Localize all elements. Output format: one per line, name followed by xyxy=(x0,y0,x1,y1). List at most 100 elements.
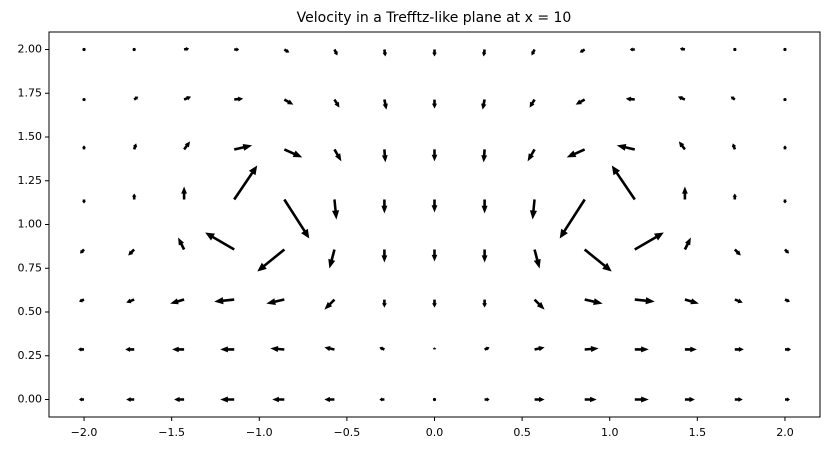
arrow xyxy=(533,298,545,310)
arrow xyxy=(324,298,336,310)
arrow xyxy=(629,47,635,52)
arrow xyxy=(783,97,787,102)
arrow xyxy=(484,397,490,402)
arrow xyxy=(257,248,286,272)
arrow xyxy=(783,47,787,52)
arrow xyxy=(481,99,487,110)
arrow xyxy=(734,397,743,402)
arrow xyxy=(379,346,385,351)
arrow xyxy=(333,48,338,56)
arrow xyxy=(679,47,686,52)
arrow xyxy=(583,248,612,272)
arrow xyxy=(527,148,536,162)
arrow xyxy=(683,237,691,251)
arrow xyxy=(566,148,586,158)
y-tick-label: 0.25 xyxy=(18,349,43,362)
y-tick-label: 1.50 xyxy=(18,130,43,143)
arrow xyxy=(172,346,185,353)
arrow xyxy=(482,299,487,308)
y-tick-label: 0.50 xyxy=(18,305,43,318)
arrow xyxy=(734,298,743,304)
arrow xyxy=(784,248,789,254)
arrow xyxy=(534,346,545,352)
arrow xyxy=(324,346,335,352)
arrow xyxy=(174,396,185,403)
arrow xyxy=(170,298,185,305)
arrow xyxy=(785,347,791,352)
arrow xyxy=(78,347,84,352)
x-tick-label: 0.0 xyxy=(426,426,444,439)
arrow xyxy=(481,199,488,214)
arrow xyxy=(283,198,310,239)
arrow xyxy=(379,397,385,402)
arrow xyxy=(733,248,741,256)
x-tick-label: 1.5 xyxy=(689,426,707,439)
arrow xyxy=(785,397,790,402)
arrow xyxy=(584,298,603,305)
arrow xyxy=(730,96,736,101)
y-tick-label: 1.00 xyxy=(18,218,43,231)
chart-title: Velocity in a Trefftz-like plane at x = … xyxy=(297,10,572,26)
arrow xyxy=(529,98,536,108)
arrow xyxy=(283,148,303,158)
arrow xyxy=(205,232,235,251)
arrow xyxy=(734,346,744,352)
arrow xyxy=(183,141,191,151)
arrow xyxy=(126,298,135,304)
arrow xyxy=(634,346,649,353)
x-tick-label: 1.0 xyxy=(601,426,619,439)
plot-frame xyxy=(48,31,821,418)
arrow xyxy=(220,346,235,353)
arrow xyxy=(333,98,340,108)
arrow xyxy=(266,298,285,305)
y-tick-label: 2.00 xyxy=(18,43,43,56)
x-tick-label: −2.0 xyxy=(71,426,98,439)
arrow xyxy=(625,96,635,102)
arrow xyxy=(214,297,235,305)
arrow xyxy=(634,232,664,251)
arrow xyxy=(125,346,135,352)
arrow xyxy=(783,199,787,204)
arrow xyxy=(432,49,437,57)
arrow xyxy=(534,396,545,403)
arrow xyxy=(233,165,258,201)
arrow xyxy=(332,199,340,220)
arrow xyxy=(431,249,438,262)
arrow xyxy=(333,148,342,162)
arrow xyxy=(559,198,586,239)
arrow xyxy=(270,346,285,352)
arrow xyxy=(183,47,190,52)
y-tick-label: 1.75 xyxy=(18,86,43,99)
arrow xyxy=(634,396,649,403)
arrow xyxy=(731,143,737,150)
arrow xyxy=(328,249,336,269)
arrow xyxy=(234,47,240,52)
y-tick-label: 1.25 xyxy=(18,174,43,187)
arrow xyxy=(533,249,541,269)
arrow xyxy=(677,96,686,101)
arrow xyxy=(579,48,586,53)
arrow xyxy=(381,249,388,263)
x-tick-label: −1.5 xyxy=(158,426,185,439)
arrow xyxy=(431,199,438,213)
arrow xyxy=(382,49,388,57)
arrow xyxy=(432,397,437,402)
arrow xyxy=(682,186,688,200)
arrow xyxy=(79,298,85,303)
arrow xyxy=(82,97,86,102)
arrow xyxy=(784,298,790,303)
arrow xyxy=(381,149,388,163)
arrow xyxy=(678,141,686,151)
arrow xyxy=(431,149,438,162)
x-tick-label: 2.0 xyxy=(776,426,794,439)
arrow xyxy=(126,397,135,402)
arrow xyxy=(128,248,136,256)
arrow xyxy=(132,143,138,150)
arrow xyxy=(481,249,488,263)
arrow xyxy=(733,47,737,52)
arrow xyxy=(584,346,599,352)
arrow xyxy=(80,248,85,254)
arrow xyxy=(181,186,187,200)
arrow xyxy=(684,346,697,353)
